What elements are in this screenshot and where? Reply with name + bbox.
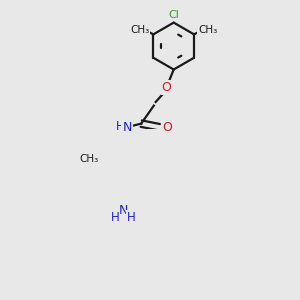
Text: CH₃: CH₃	[198, 26, 217, 35]
Text: H: H	[111, 211, 119, 224]
Text: N: N	[118, 204, 128, 217]
Text: H: H	[116, 120, 125, 133]
Text: H: H	[127, 211, 136, 224]
Text: N: N	[122, 121, 132, 134]
Text: CH₃: CH₃	[80, 154, 99, 164]
Text: Cl: Cl	[168, 10, 179, 20]
Text: O: O	[162, 121, 172, 134]
Text: CH₃: CH₃	[130, 26, 149, 35]
Text: O: O	[161, 81, 171, 94]
